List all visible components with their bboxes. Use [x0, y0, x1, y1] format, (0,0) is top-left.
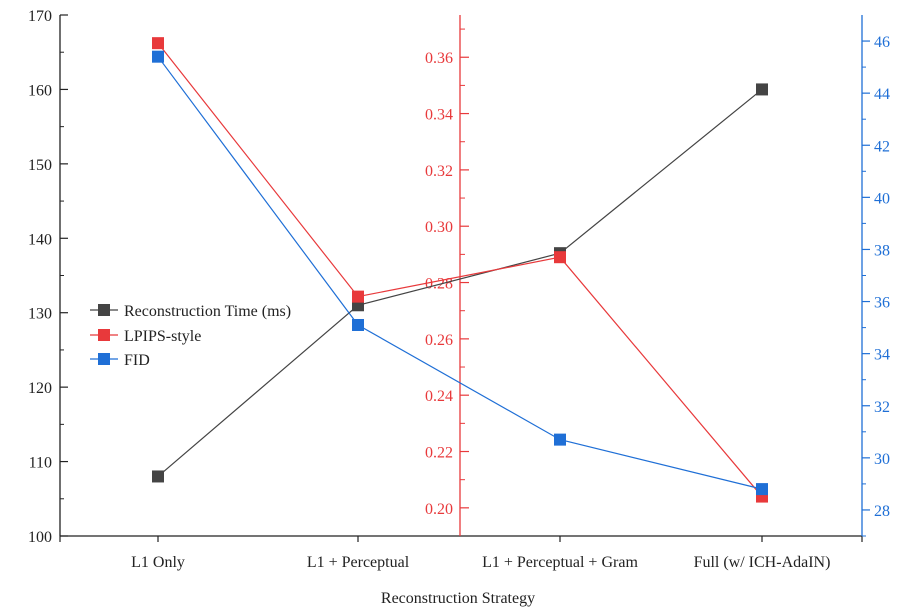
middle-tick-label: 0.26	[425, 332, 453, 349]
legend: Reconstruction Time (ms) LPIPS-style FID	[90, 303, 291, 369]
x-category-label: Full (w/ ICH-AdaIN)	[694, 554, 831, 571]
middle-tick-label: 0.30	[425, 219, 453, 236]
left-tick-label: 150	[28, 157, 52, 174]
data-point-reconstruction-time-ms	[756, 83, 768, 96]
middle-tick-label: 0.34	[425, 107, 453, 124]
series-line-lpips-style	[157, 42, 763, 497]
middle-tick-label: 0.22	[425, 445, 453, 462]
right-tick-label: 44	[874, 86, 890, 103]
x-category-label: L1 + Perceptual + Gram	[482, 554, 638, 571]
legend-label-fid: FID	[124, 352, 150, 369]
legend-label-lpips-style: LPIPS-style	[124, 328, 201, 345]
legend-label-reconstruction-time: Reconstruction Time (ms)	[124, 303, 291, 320]
data-point-fid	[756, 483, 768, 496]
middle-tick-label: 0.24	[425, 388, 453, 405]
x-axis-title: Reconstruction Strategy	[381, 590, 535, 607]
data-point-lpips-style	[352, 290, 364, 303]
right-tick-label: 42	[874, 138, 890, 155]
middle-tick-label: 0.32	[425, 163, 453, 180]
series-line-reconstruction-time-ms	[157, 88, 763, 477]
left-tick-label: 170	[28, 8, 52, 25]
middle-tick-label: 0.36	[425, 50, 453, 67]
x-category-label: L1 + Perceptual	[307, 554, 410, 571]
series-group	[152, 37, 768, 503]
legend-marker-reconstruction-time	[98, 304, 110, 316]
middle-tick-label: 0.20	[425, 501, 453, 518]
data-point-reconstruction-time-ms	[152, 470, 164, 483]
right-tick-label: 28	[874, 503, 890, 520]
left-tick-label: 100	[28, 529, 52, 546]
x-category-label: L1 Only	[131, 554, 185, 571]
series-line-fid	[157, 56, 763, 490]
left-tick-label: 160	[28, 82, 52, 99]
legend-marker-lpips-style	[98, 329, 110, 341]
data-point-fid	[554, 433, 566, 446]
data-point-lpips-style	[152, 37, 164, 50]
data-point-lpips-style	[554, 251, 566, 264]
data-point-fid	[152, 50, 164, 63]
data-point-fid	[352, 318, 364, 331]
left-tick-label: 130	[28, 306, 52, 323]
right-tick-label: 32	[874, 399, 890, 416]
right-tick-label: 46	[874, 34, 890, 51]
left-tick-label: 110	[29, 455, 52, 472]
axes: 100 110 120 130 140 150 160 170 L1 Only L1 + Perc…	[28, 8, 890, 571]
left-tick-label: 120	[28, 380, 52, 397]
right-tick-label: 36	[874, 295, 890, 312]
right-tick-label: 38	[874, 242, 890, 259]
legend-marker-fid	[98, 353, 110, 365]
left-tick-label: 140	[28, 231, 52, 248]
right-tick-label: 34	[874, 347, 890, 364]
right-tick-label: 30	[874, 451, 890, 468]
right-tick-label: 40	[874, 190, 890, 207]
